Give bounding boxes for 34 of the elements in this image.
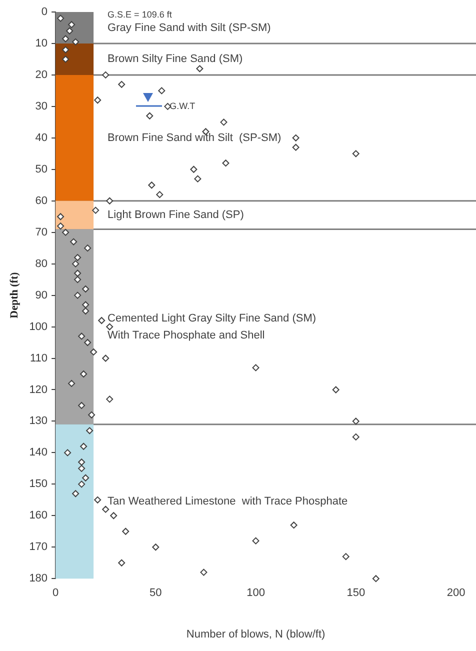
y-tick-label: 100 [29, 320, 48, 333]
y-tick-label: 40 [35, 132, 48, 144]
y-tick-label: 80 [35, 258, 48, 270]
y-tick-label: 130 [29, 415, 48, 428]
x-tick-label: 150 [346, 587, 366, 600]
y-tick-label: 60 [35, 194, 48, 207]
y-tick-label: 180 [29, 572, 48, 585]
y-tick-label: 20 [35, 68, 48, 81]
x-tick-label: 100 [246, 587, 265, 600]
band-label: Light Brown Fine Sand (SP) [108, 209, 244, 222]
annotation: G.W.T [170, 100, 196, 111]
band-label: Gray Fine Sand with Silt (SP-SM) [108, 22, 271, 34]
x-axis-title: Number of blows, N (blow/ft) [186, 628, 326, 640]
y-tick-label: 150 [29, 478, 48, 490]
y-tick-label: 10 [35, 38, 48, 50]
x-tick-label: 50 [150, 587, 162, 600]
y-tick-label: 30 [35, 100, 48, 112]
y-tick-label: 160 [29, 510, 48, 522]
y-tick-label: 0 [41, 6, 48, 18]
y-tick-label: 50 [35, 163, 48, 176]
y-tick-label: 90 [35, 289, 48, 302]
y-tick-label: 120 [29, 384, 48, 396]
band-label: Tan Weathered Limestone with Trace Phosphate [108, 496, 348, 508]
y-tick-label: 70 [35, 226, 48, 238]
band-label: Cemented Light Gray Silty Fine Sand (SM) With Trace Phosphate and Shell [108, 312, 316, 342]
y-tick-label: 140 [29, 446, 48, 459]
y-axis-title: Depth (ft) [8, 272, 20, 318]
y-tick-label: 170 [29, 541, 48, 554]
band-label: Brown Fine Sand with Silt (SP-SM) [108, 132, 282, 144]
annotation: G.S.E = 109.6 ft [108, 9, 172, 20]
band-label: Brown Silty Fine Sand (SM) [108, 53, 243, 66]
y-tick-label: 110 [30, 352, 48, 364]
x-tick-label: 200 [446, 587, 466, 600]
x-tick-label: 0 [52, 587, 59, 600]
